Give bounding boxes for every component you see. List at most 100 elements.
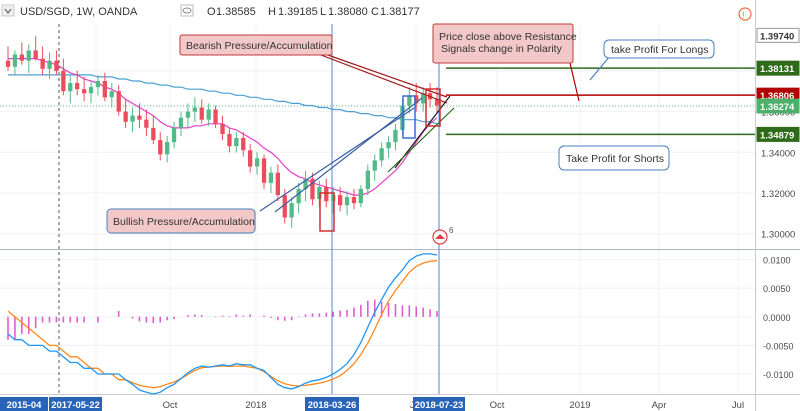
eye-icon[interactable]	[180, 4, 194, 17]
time-tick-label: Jul	[732, 400, 744, 411]
price-tag-label: 1.36806	[760, 91, 794, 102]
macd-tick-label: -0.0100	[763, 370, 794, 380]
eye-icon-shape	[182, 7, 192, 14]
time-tag-label: 2018-07-23	[415, 400, 464, 411]
candle	[248, 144, 253, 173]
time-tick-label: Oct	[490, 400, 505, 411]
candle-body	[365, 170, 370, 189]
candle	[241, 131, 246, 157]
candle-body	[310, 178, 315, 200]
price-tag-box	[756, 126, 800, 142]
candle-body	[199, 107, 204, 120]
candle	[338, 186, 343, 212]
candle-body	[241, 138, 246, 151]
ohlc-values: O 1.38585 H 1.39185 L 1.38080 C 1.38177	[207, 6, 420, 18]
macd-signal-line	[7, 260, 438, 389]
candle	[344, 190, 350, 216]
ohlc-open-key: O	[207, 6, 216, 18]
macd-tick-label: 0.0000	[763, 313, 791, 323]
candle	[268, 166, 274, 194]
candle	[365, 164, 370, 196]
candle-body	[255, 158, 260, 167]
candle-body	[88, 87, 94, 94]
candle-body	[151, 127, 156, 141]
candle-body	[5, 60, 11, 67]
candle-body	[68, 83, 73, 92]
price-tag-box	[756, 27, 800, 43]
macd-pane	[7, 253, 438, 395]
candle	[358, 184, 363, 208]
candle-body	[137, 115, 142, 120]
tp-shorts-callout-text: Take Profit for Shorts	[566, 153, 664, 165]
candle-body	[227, 134, 232, 147]
bearish-annotation-text: Bearish Pressure/Accumulation	[186, 40, 333, 52]
time-tag-label: 2015-04	[7, 400, 43, 411]
tp-longs-pointer	[589, 55, 611, 81]
price-tick-label: 1.32000	[761, 189, 795, 200]
candle	[130, 107, 135, 132]
candle	[275, 164, 280, 202]
candle-body	[234, 138, 239, 147]
candle-body	[95, 81, 101, 88]
time-tag-box	[305, 397, 359, 411]
price-tag-label: 1.36274	[760, 102, 795, 113]
candle	[414, 83, 419, 112]
candle-body	[386, 142, 391, 149]
candle	[296, 182, 301, 214]
chart-header: USD/SGD, 1W, OANDA O 1.38585 H 1.39185 L…	[1, 4, 752, 21]
candle	[206, 103, 211, 126]
candle-body	[165, 142, 170, 155]
candle	[88, 81, 94, 104]
event-flag-icon-shape	[435, 234, 445, 239]
candle	[116, 85, 121, 116]
macd-tick-label: -0.0050	[763, 341, 794, 351]
candle-body	[220, 123, 225, 134]
chevron-down-icon	[4, 8, 12, 14]
polarity-annotation-box	[432, 23, 574, 64]
time-tag-label: 2018-03-26	[308, 400, 357, 411]
candle-body	[26, 50, 31, 61]
ma-slow-line	[8, 74, 438, 125]
candle	[26, 44, 31, 73]
price-tick-label: 1.34000	[761, 148, 795, 159]
candle	[102, 72, 107, 102]
candle-body	[324, 186, 329, 202]
candle	[192, 97, 197, 122]
time-tick-label: Apr	[652, 400, 667, 411]
candle	[421, 87, 426, 112]
candle-body	[351, 197, 357, 204]
candle	[199, 99, 204, 124]
candle-body	[393, 129, 398, 143]
tp-longs-callout-text: take Profit For Longs	[611, 44, 708, 56]
price-tag-label: 1.39740	[760, 31, 794, 42]
candle	[303, 170, 308, 202]
time-tag-box	[0, 397, 48, 411]
candle-body	[109, 91, 114, 98]
price-tag-label: 1.38131	[760, 64, 795, 75]
candle	[54, 50, 59, 75]
candle	[61, 58, 66, 96]
candle	[33, 36, 38, 61]
candle-body	[171, 127, 177, 143]
candle-body	[261, 158, 267, 183]
time-tag-label: 2017-05-22	[51, 400, 100, 411]
candle	[75, 70, 80, 96]
candle-body	[275, 172, 280, 196]
candle	[393, 123, 398, 151]
candle-body	[421, 93, 426, 104]
macd-tick-label: 0.0100	[763, 256, 791, 266]
candle	[255, 152, 260, 175]
candle-body	[192, 107, 197, 112]
candle	[47, 52, 52, 79]
candle-body	[338, 195, 343, 206]
polarity-annotation-line-1: Price close above Resistance	[439, 31, 577, 43]
event-count: 6	[449, 226, 454, 235]
candle-body	[116, 91, 121, 112]
bearish-annotation-box	[179, 34, 333, 56]
alert-icon[interactable]	[738, 7, 752, 21]
candle	[386, 136, 391, 159]
bearish-box-high	[425, 88, 441, 127]
collapse-toggle-icon[interactable]	[1, 4, 15, 17]
candle	[234, 131, 239, 153]
